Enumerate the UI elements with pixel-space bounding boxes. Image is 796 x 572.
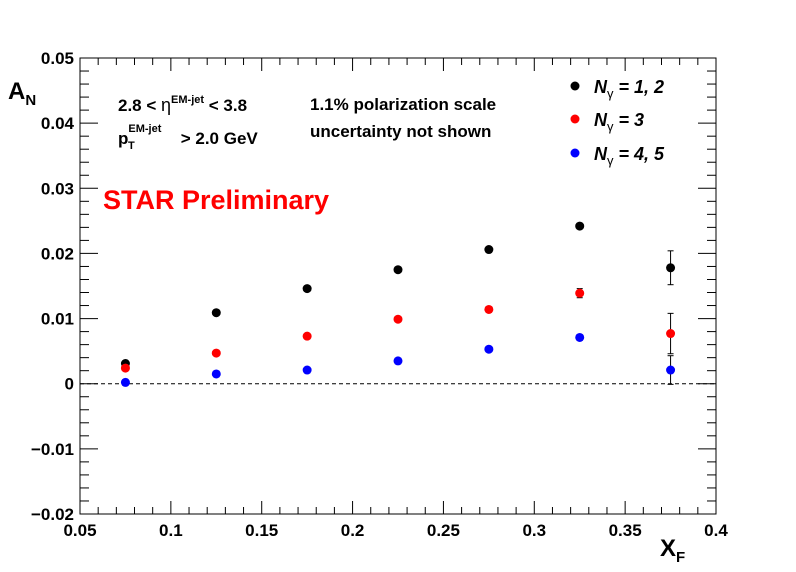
data-point-series-2: [484, 304, 494, 314]
y-tick-label: 0.05: [41, 49, 74, 68]
legend-marker-series-2: [570, 114, 580, 124]
x-tick-label: 0.4: [704, 521, 728, 540]
data-point-series-2: [666, 329, 676, 339]
data-point-series-3: [393, 356, 403, 366]
legend-marker-series-1: [570, 81, 580, 91]
polarization-note-line1: 1.1% polarization scale: [310, 95, 496, 114]
data-point-series-2: [211, 348, 221, 358]
legend-label-series-3: Nγ = 4, 5: [594, 144, 665, 168]
y-tick-label: 0.04: [41, 114, 75, 133]
y-tick-label: 0.03: [41, 179, 74, 198]
data-point-series-3: [302, 365, 312, 375]
x-tick-label: 0.1: [159, 521, 183, 540]
data-point-series-3: [211, 369, 221, 379]
data-point-series-3: [484, 344, 494, 354]
data-point-series-1: [393, 265, 403, 275]
data-point-series-3: [575, 332, 585, 342]
data-point-series-3: [666, 365, 676, 375]
legend-label-series-2: Nγ = 3: [594, 110, 644, 134]
data-point-series-2: [120, 363, 130, 373]
legend-label-series-1: Nγ = 1, 2: [594, 77, 664, 101]
y-tick-label: −0.01: [31, 440, 74, 459]
x-tick-label: 0.15: [245, 521, 278, 540]
data-point-series-1: [211, 308, 221, 318]
legend: Nγ = 1, 2 Nγ = 3 Nγ = 4, 5: [570, 77, 665, 168]
axis-ticks: [79, 57, 717, 515]
data-point-series-2: [393, 314, 403, 324]
data-point-series-3: [120, 377, 130, 387]
legend-marker-series-3: [570, 148, 580, 158]
plot-frame: [79, 57, 717, 515]
y-tick-label: 0.02: [41, 244, 74, 263]
star-preliminary-label: STAR Preliminary: [103, 185, 329, 215]
data-point-series-1: [666, 263, 676, 273]
y-tick-label: 0.01: [41, 310, 74, 329]
x-tick-label: 0.05: [63, 521, 96, 540]
x-tick-label: 0.25: [427, 521, 460, 540]
data-points: [120, 221, 676, 387]
data-point-series-2: [302, 331, 312, 341]
data-point-series-1: [575, 221, 585, 231]
x-tick-label: 0.3: [522, 521, 546, 540]
y-tick-label: 0: [65, 375, 74, 394]
x-tick-label: 0.2: [341, 521, 365, 540]
data-point-series-2: [575, 288, 585, 298]
eta-range-annotation: 2.8 < ηEM-jet < 3.8: [118, 94, 247, 115]
pt-cut-annotation: pEM-jet T > 2.0 GeV: [118, 123, 258, 152]
y-axis-title: AN: [8, 78, 36, 109]
polarization-note-line2: uncertainty not shown: [310, 122, 491, 141]
data-point-series-1: [302, 284, 312, 294]
x-tick-label: 0.35: [609, 521, 642, 540]
y-tick-label: −0.02: [31, 505, 74, 524]
data-point-series-1: [484, 245, 494, 255]
x-axis-title: XF: [660, 535, 685, 566]
axis-tick-labels: 0.05 0.1 0.15 0.2 0.25 0.3 0.35 0.4 −0.02 −0.01 0 0…: [31, 49, 728, 540]
